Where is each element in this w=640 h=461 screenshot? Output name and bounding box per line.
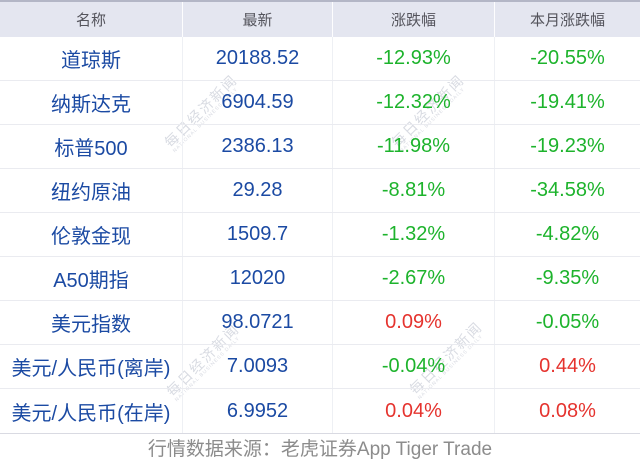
month-change-pct-cell: -19.41% [530,91,605,113]
name-cell: 纽约原油 [0,169,183,212]
data-source-footer: 行情数据来源：老虎证券App Tiger Trade [0,433,640,461]
last-price-cell: 98.0721 [183,301,333,344]
change-pct-cell: -2.67% [333,257,495,300]
change-pct-cell: -0.04% [333,345,495,388]
last-price-cell: 6904.59 [183,81,333,124]
table-row: 美元指数 98.0721 0.09% -0.05% [0,301,640,345]
name-cell: 伦敦金现 [0,213,183,256]
change-pct-cell: -1.32% [333,213,495,256]
change-pct-cell: 0.04% [333,389,495,433]
change-pct-cell: -11.98% [333,125,495,168]
name-cell: A50期指 [0,257,183,300]
month-change-pct-cell: -0.05% [535,311,600,333]
name-cell: 美元/人民币(离岸) [0,345,183,388]
last-price-cell: 2386.13 [183,125,333,168]
table-row: 标普500 2386.13 -11.98% -19.23% [0,125,640,169]
table-body: 道琼斯 20188.52 -12.93% -20.55% 纳斯达克 6904.59 -12.… [0,37,640,434]
name-cell: 标普500 [0,125,183,168]
last-price-cell: 1509.7 [183,213,333,256]
last-price-cell: 29.28 [183,169,333,212]
month-change-pct-cell: -9.35% [535,267,600,289]
change-pct-cell: -12.32% [333,81,495,124]
name-cell: 纳斯达克 [0,81,183,124]
table-row: 伦敦金现 1509.7 -1.32% -4.82% [0,213,640,257]
last-price-cell: 6.9952 [183,389,333,433]
table-header-row: 名称 最新 涨跌幅 本月涨跌幅 [0,0,640,37]
change-pct-cell: -12.93% [333,37,495,80]
name-cell: 道琼斯 [0,37,183,80]
change-pct-cell: -8.81% [333,169,495,212]
column-header-3: 涨跌幅 [333,2,495,37]
month-change-pct-cell: -20.55% [530,47,605,69]
column-header-2: 最新 [183,2,333,37]
table-row: A50期指 12020 -2.67% -9.35% [0,257,640,301]
last-price-cell: 7.0093 [183,345,333,388]
month-change-pct-cell: 0.08% [539,399,596,422]
table-row: 纽约原油 29.28 -8.81% -34.58% [0,169,640,213]
last-price-cell: 12020 [183,257,333,300]
month-change-pct-cell: 0.44% [539,355,596,377]
table-row: 道琼斯 20188.52 -12.93% -20.55% [0,37,640,81]
month-change-pct-cell: -19.23% [530,135,605,157]
month-change-pct-cell: -4.82% [535,223,600,245]
column-header-1: 名称 [0,2,183,37]
name-cell: 美元指数 [0,301,183,344]
table-row: 美元/人民币(离岸) 7.0093 -0.04% 0.44% [0,345,640,389]
column-header-4: 本月涨跌幅 [529,12,605,29]
name-cell: 美元/人民币(在岸) [0,389,183,433]
table-row: 纳斯达克 6904.59 -12.32% -19.41% [0,81,640,125]
last-price-cell: 20188.52 [183,37,333,80]
table-row: 美元/人民币(在岸) 6.9952 0.04% 0.08% [0,389,640,433]
month-change-pct-cell: -34.58% [530,179,605,201]
data-source-text: 行情数据来源：老虎证券App Tiger Trade [147,438,493,460]
change-pct-cell: 0.09% [333,301,495,344]
